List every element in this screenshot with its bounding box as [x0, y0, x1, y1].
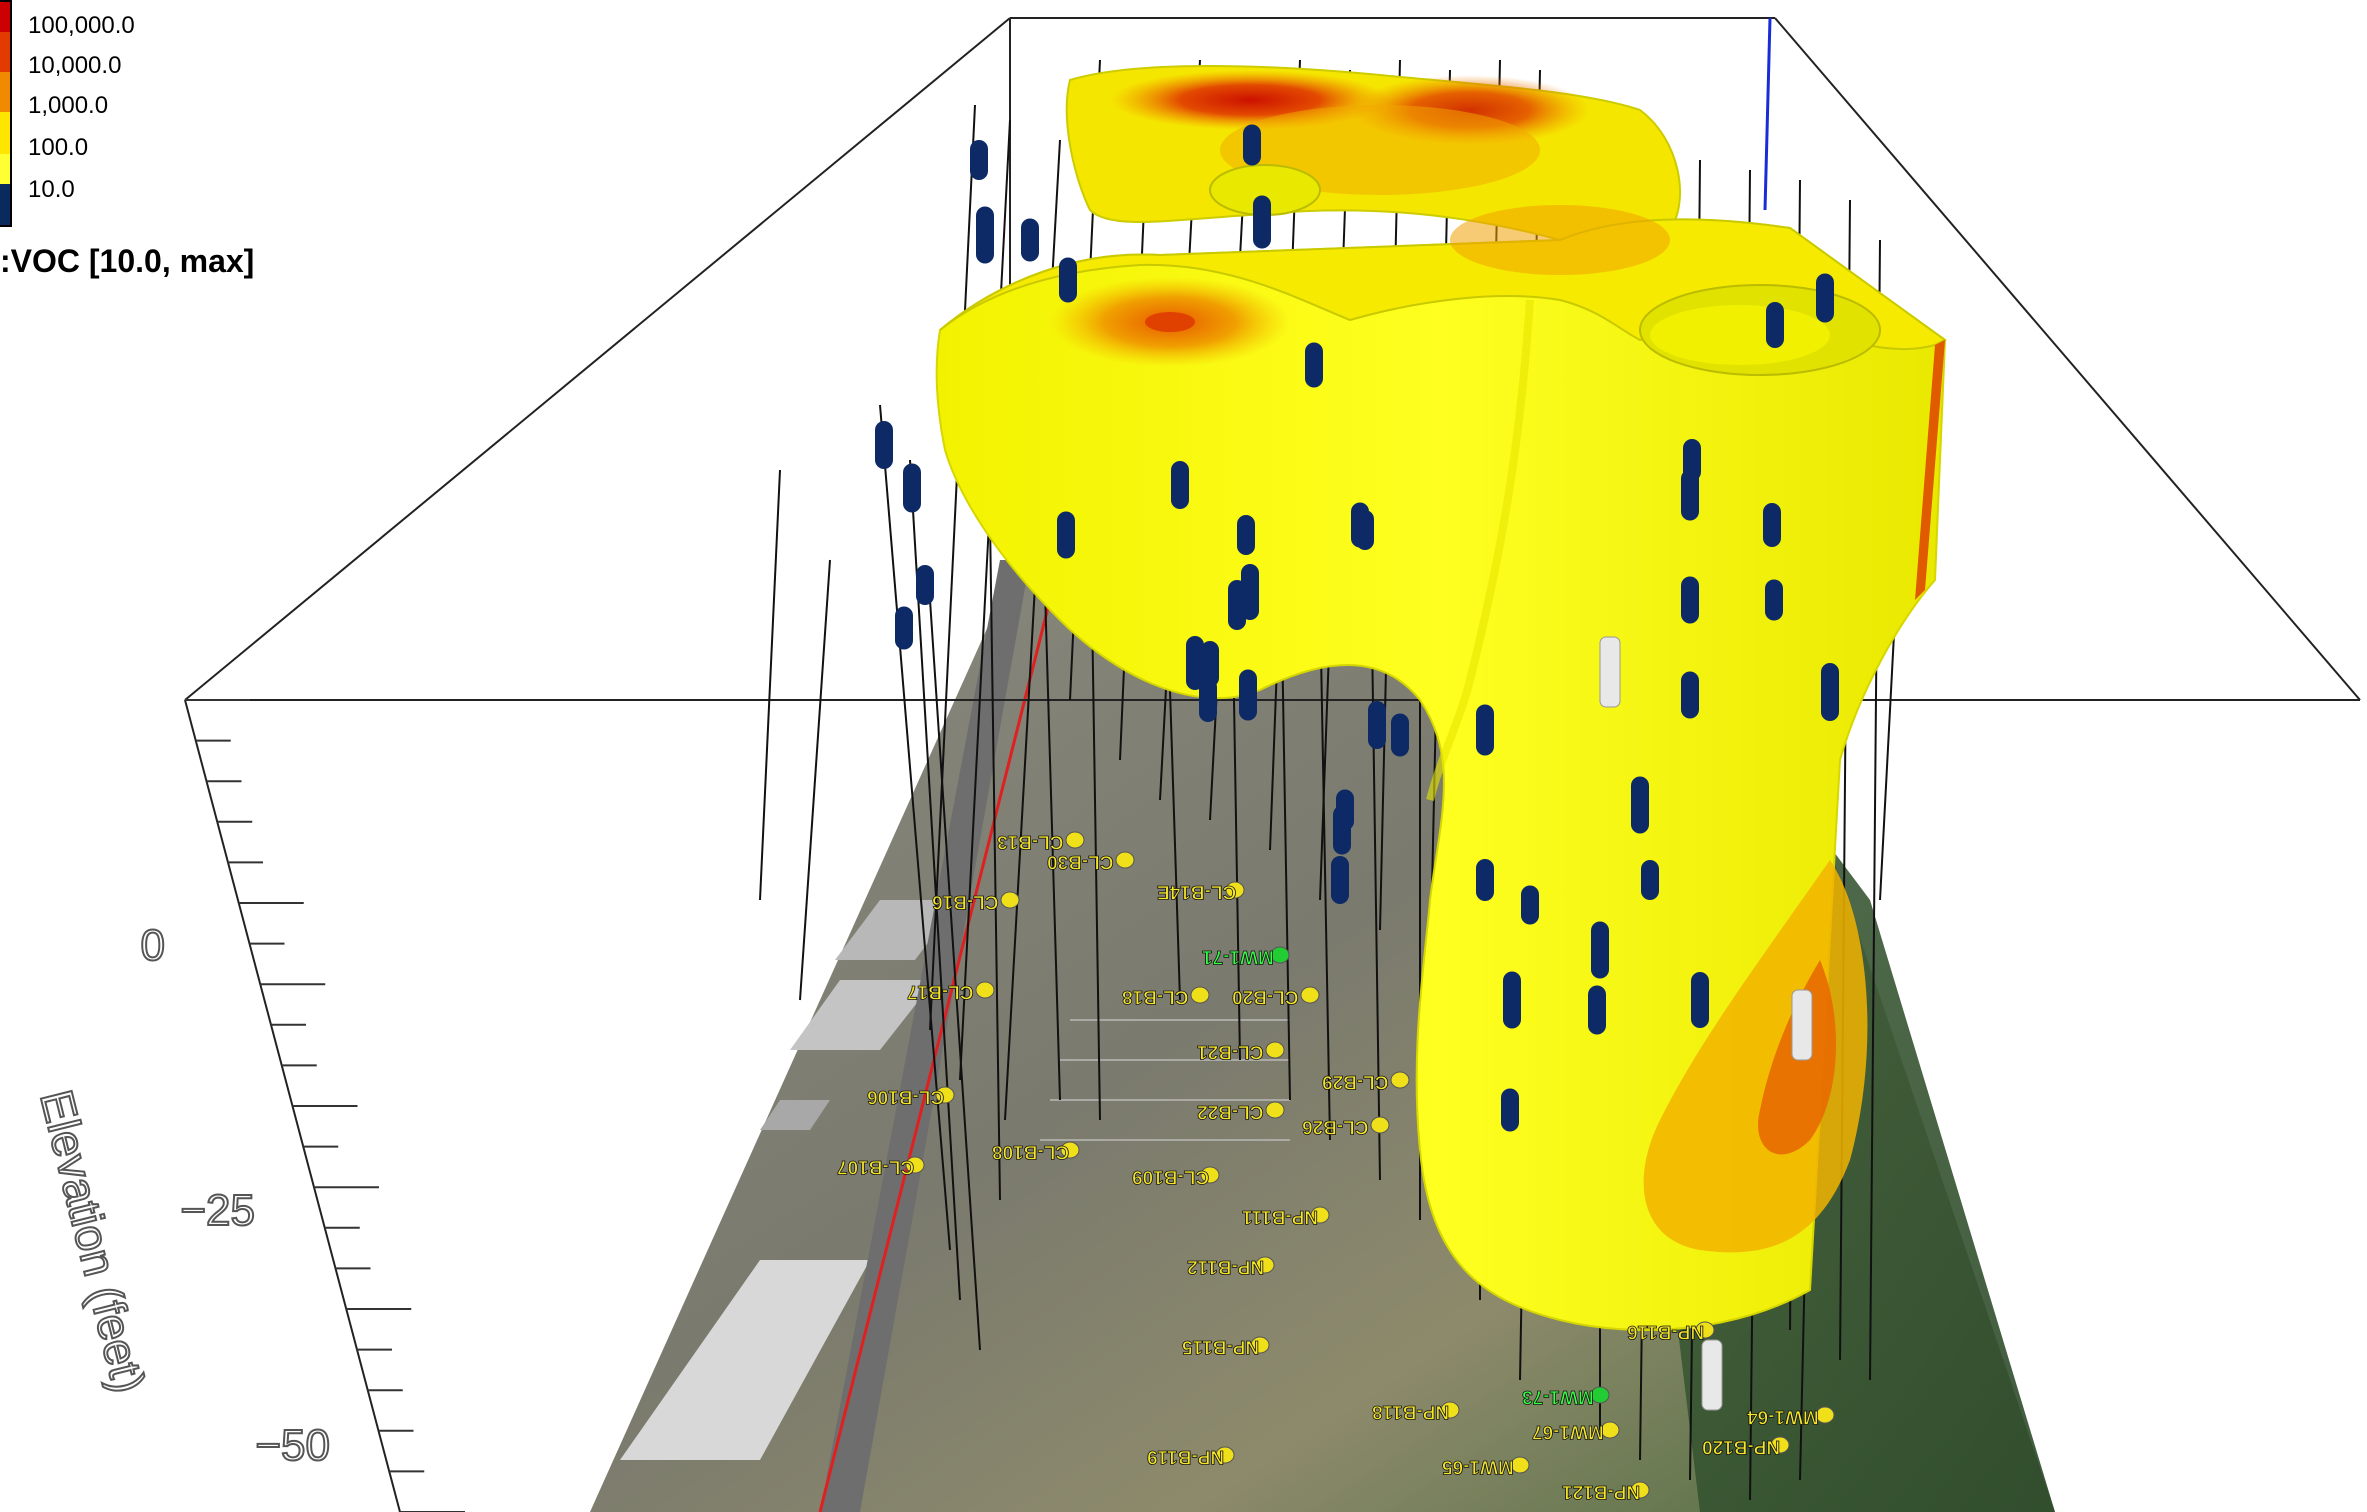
well-label: CL-B108 — [992, 1141, 1069, 1162]
well-marker — [1695, 1321, 1715, 1339]
well-label: CL-B109 — [1132, 1166, 1209, 1187]
well-marker — [1300, 986, 1320, 1004]
well-marker — [1265, 1041, 1285, 1059]
well-marker — [1060, 1141, 1080, 1159]
legend-title: :VOC [10.0, max] — [0, 243, 255, 279]
well-marker — [1310, 1206, 1330, 1224]
well-label: NP-B118 — [1372, 1401, 1449, 1422]
well-label: CL-B21 — [1197, 1041, 1264, 1062]
well-label: MW1-65 — [1442, 1456, 1514, 1477]
well-marker — [1770, 1436, 1790, 1454]
well-label: CL-B17 — [907, 981, 974, 1002]
well-label: NP-B116 — [1627, 1321, 1704, 1342]
well-marker — [975, 981, 995, 999]
well-label: NP-B112 — [1187, 1256, 1264, 1277]
well-label: NP-B120 — [1702, 1436, 1780, 1457]
well-label: CL-B106 — [867, 1086, 944, 1107]
well-marker — [1390, 1071, 1410, 1089]
well-marker — [1600, 1421, 1620, 1439]
well-marker — [1265, 1101, 1285, 1119]
well-marker — [1630, 1481, 1650, 1499]
well-label: CL-B13 — [997, 831, 1064, 852]
elevation-tick-0: 0 — [141, 921, 165, 970]
well-marker — [1000, 891, 1020, 909]
well-label: CL-B20 — [1232, 986, 1299, 1007]
well-marker — [1440, 1401, 1460, 1419]
well-marker — [1225, 881, 1245, 899]
elevation-tick-minus-50: −50 — [255, 1421, 330, 1470]
well-marker — [1250, 1336, 1270, 1354]
well-label: MW1-67 — [1532, 1421, 1604, 1442]
well-marker — [1065, 831, 1085, 849]
well-label: MW1-73 — [1522, 1386, 1594, 1407]
well-marker — [1215, 1446, 1235, 1464]
well-label: MW1-64 — [1747, 1406, 1819, 1427]
well-label: MW1-71 — [1202, 946, 1274, 967]
well-marker — [1370, 1116, 1390, 1134]
well-label: CL-B26 — [1302, 1116, 1369, 1137]
legend-tick-100: 100.0 — [28, 134, 89, 161]
well-label: NP-B111 — [1242, 1206, 1318, 1227]
well-label: CL-B107 — [837, 1156, 914, 1177]
legend-tick-1000: 1,000.0 — [28, 92, 109, 119]
well-marker — [1200, 1166, 1220, 1184]
legend-tick-100000: 100,000.0 — [28, 12, 135, 39]
well-label: CL-B16 — [932, 891, 999, 912]
legend-tick-10: 10.0 — [28, 176, 75, 203]
well-marker — [1115, 851, 1135, 869]
elevation-tick-minus-25: −25 — [180, 1186, 255, 1235]
well-label: CL-B18 — [1122, 986, 1189, 1007]
elevation-axis — [185, 699, 465, 1512]
well-marker — [1815, 1406, 1835, 1424]
legend-tick-10000: 10,000.0 — [28, 52, 122, 79]
well-label: CL-B22 — [1197, 1101, 1264, 1122]
color-legend: 100,000.0 10,000.0 1,000.0 100.0 10.0 :V… — [0, 0, 300, 290]
well-label: NP-B115 — [1182, 1336, 1260, 1357]
well-marker — [935, 1086, 955, 1104]
well-marker — [1590, 1386, 1610, 1404]
well-label: CL-B29 — [1322, 1071, 1389, 1092]
well-screens — [875, 124, 1839, 1411]
well-marker — [905, 1156, 925, 1174]
well-marker — [1270, 946, 1290, 964]
elevation-axis-title: Elevation (feet) — [30, 1085, 155, 1398]
well-marker — [1190, 986, 1210, 1004]
well-label: NP-B119 — [1147, 1446, 1224, 1467]
well-marker — [1510, 1456, 1530, 1474]
well-label: CL-B14E — [1157, 881, 1236, 902]
legend-color-bar — [0, 0, 12, 227]
well-marker — [1255, 1256, 1275, 1274]
well-label: CL-B30 — [1047, 851, 1114, 872]
north-axis-line — [1763, 17, 1772, 211]
well-label: NP-B121 — [1562, 1481, 1641, 1502]
